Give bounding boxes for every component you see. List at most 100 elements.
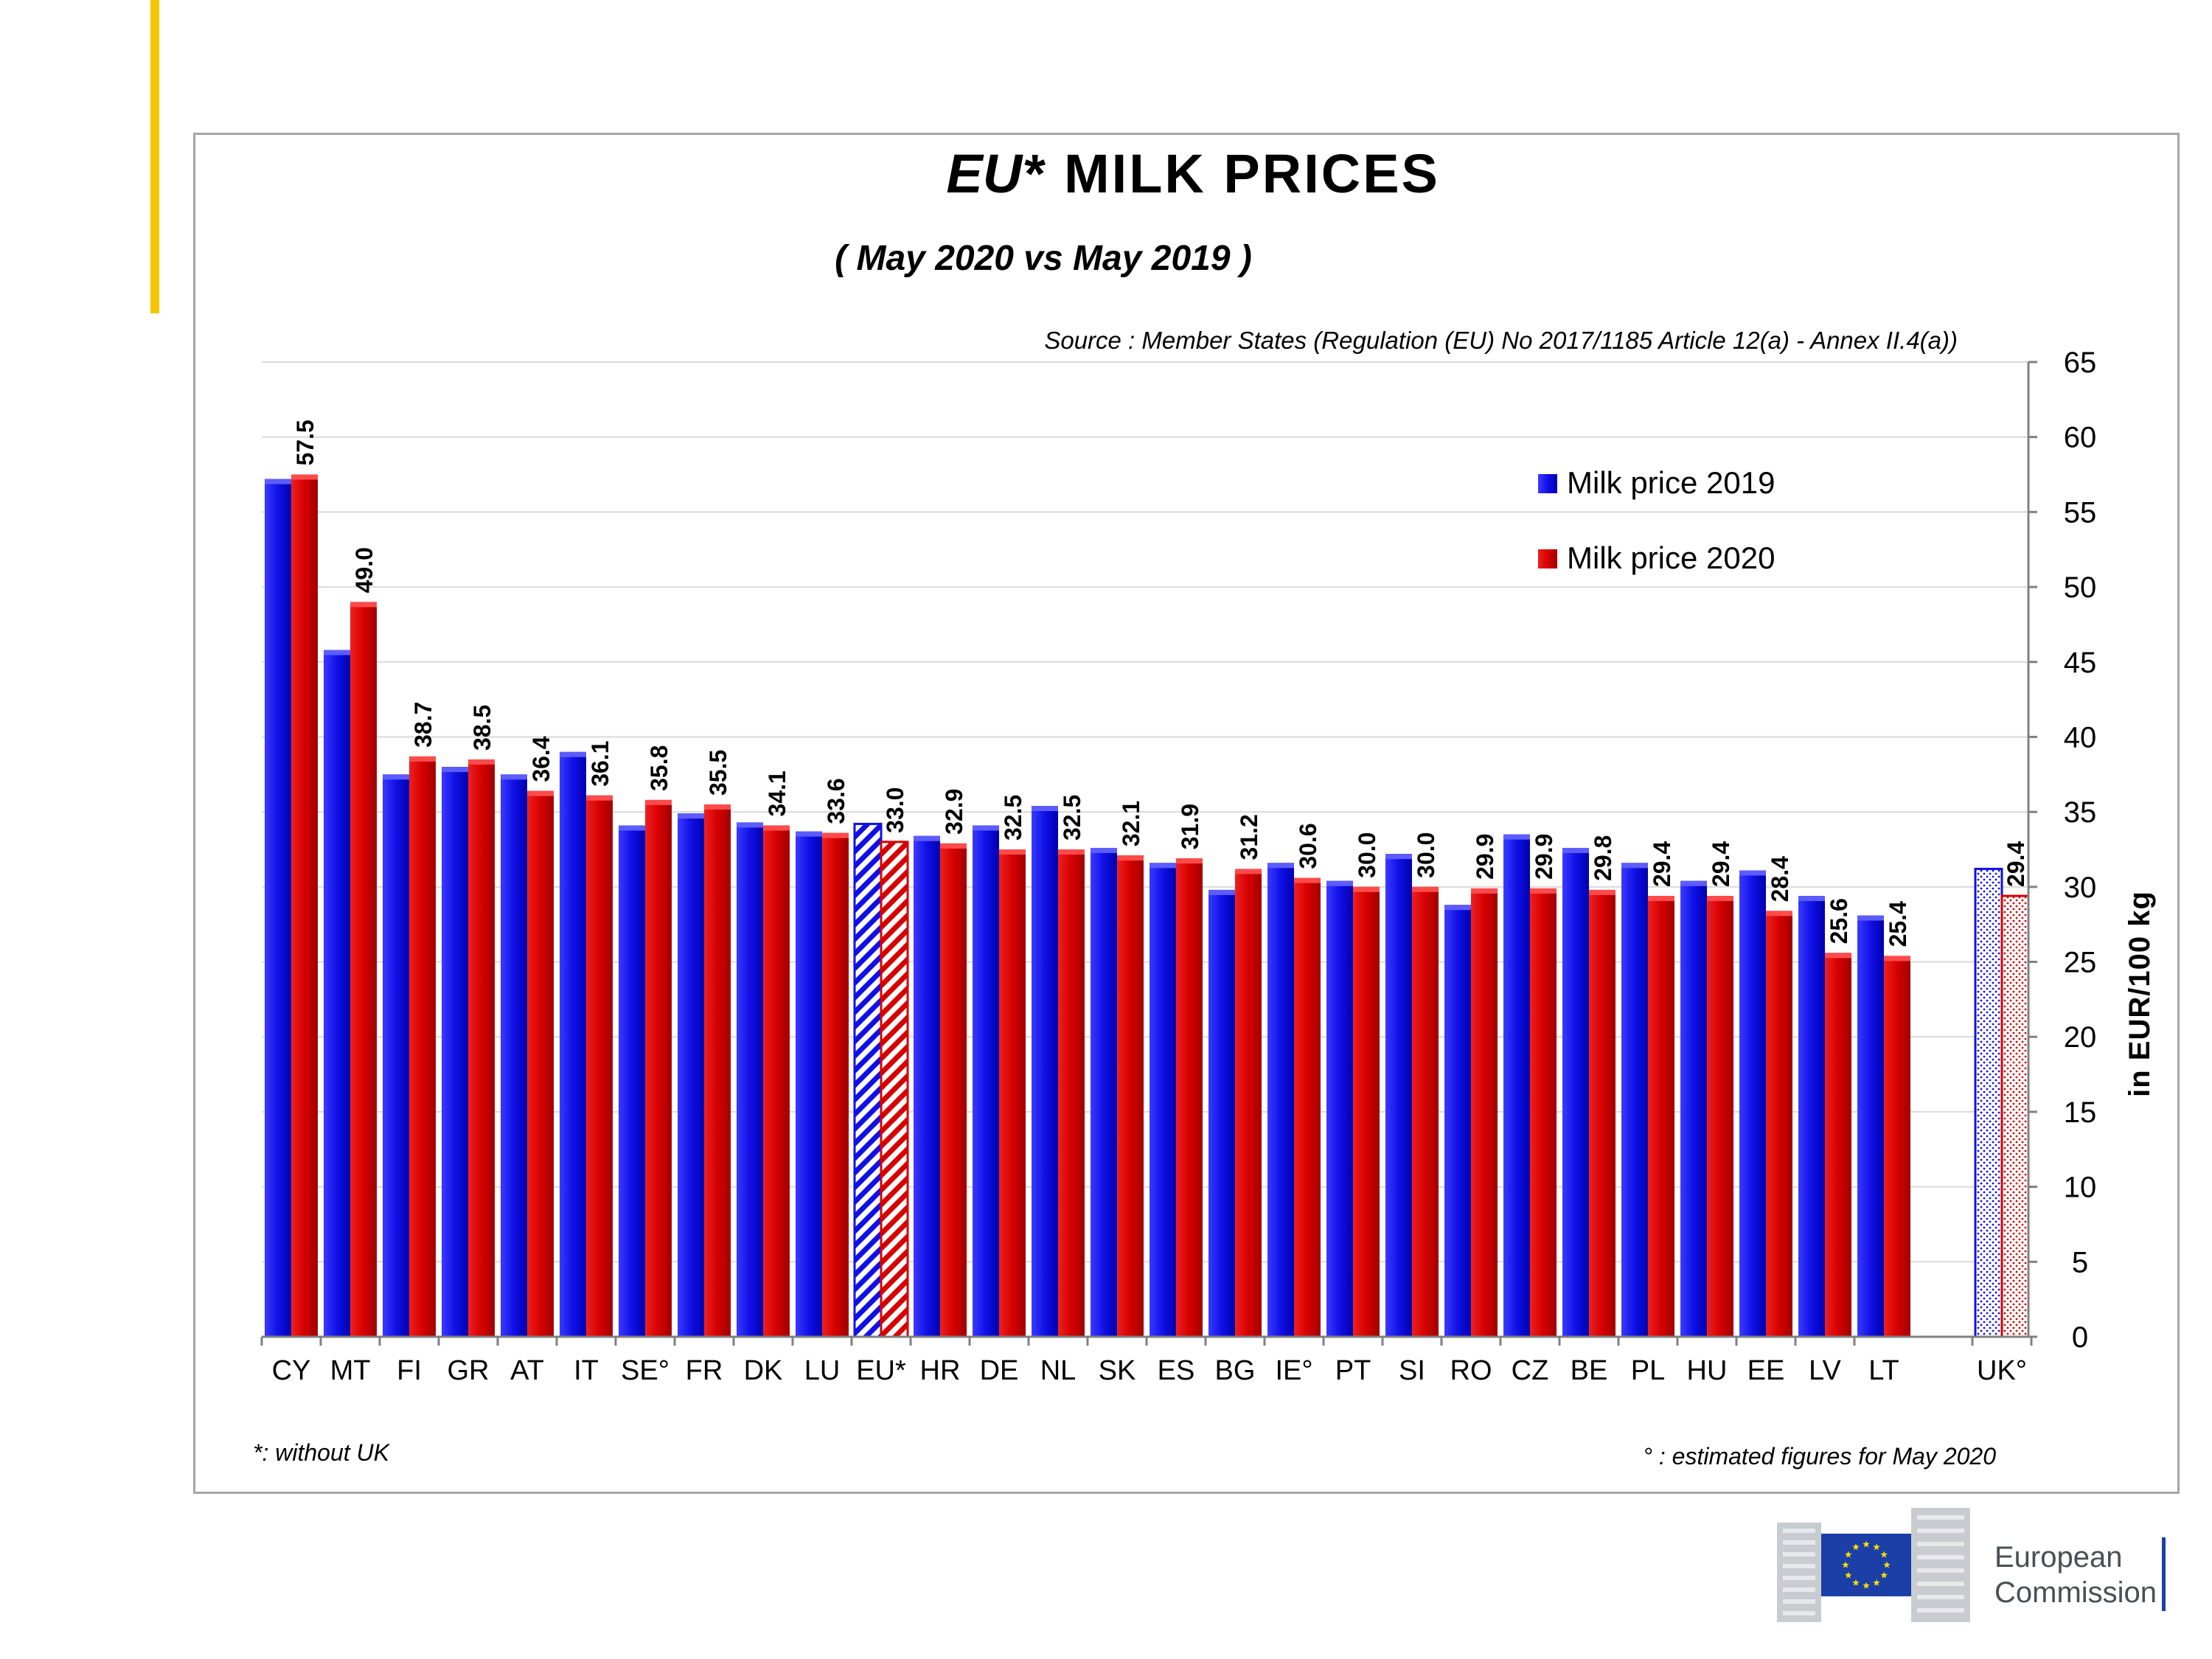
bar-cap-2019 <box>619 825 645 831</box>
bar-cap-2020 <box>1707 896 1733 902</box>
y-tick-label: 50 <box>2064 571 2097 604</box>
bar-cap-2020 <box>1235 869 1262 874</box>
data-label-2020: 28.4 <box>1767 856 1793 902</box>
bar-2019-UK° <box>1974 867 2003 1338</box>
bar-cap-2019 <box>1621 863 1648 869</box>
x-tick-label: SE° <box>621 1355 669 1386</box>
bar-cap-2019 <box>442 767 468 773</box>
y-tick-label: 5 <box>2072 1246 2088 1279</box>
bar-2020-IE° <box>1294 877 1321 1337</box>
bar-2019-FR <box>678 813 704 1337</box>
legend-swatch-2020 <box>1538 549 1557 568</box>
y-tick-label: 20 <box>2064 1021 2097 1054</box>
bar-cap-2020 <box>1412 886 1439 892</box>
bar-2020-DE <box>999 849 1026 1337</box>
data-label-2020: 29.4 <box>2003 841 2029 887</box>
x-tick-label: SK <box>1099 1355 1136 1386</box>
bar-cap-2019 <box>796 831 822 837</box>
x-tick-label: RO <box>1450 1355 1492 1386</box>
data-label-2020: 32.5 <box>1000 795 1026 841</box>
x-tick-label: DK <box>744 1355 783 1386</box>
bar-cap-2019 <box>1739 870 1766 876</box>
x-tick-label: GR <box>448 1355 490 1386</box>
bar-cap-2020 <box>1294 877 1321 883</box>
x-tick-label: AT <box>510 1355 544 1386</box>
bar-cap-2019 <box>914 835 940 841</box>
bar-2019-DE <box>973 825 999 1337</box>
data-label-2020: 29.8 <box>1590 835 1616 881</box>
bar-2020-MT <box>350 602 377 1337</box>
bar-cap-2019 <box>678 813 704 819</box>
bar-cap-2020 <box>1589 889 1615 895</box>
y-tick-label: 15 <box>2064 1096 2097 1129</box>
chart-subtitle: ( May 2020 vs May 2019 ) <box>835 239 1252 278</box>
bar-2019-SE° <box>619 825 645 1337</box>
data-label-2020: 38.7 <box>410 702 437 748</box>
bar-2019-IE° <box>1267 863 1294 1337</box>
star-icon <box>1852 1579 1860 1586</box>
building-graphic <box>1777 1508 1970 1622</box>
y-tick-label: 0 <box>2072 1321 2088 1354</box>
star-icon <box>1863 1540 1870 1548</box>
bar-cap-2019 <box>1150 863 1176 869</box>
bar-cap-2019 <box>1562 847 1589 853</box>
x-tick-label: UK° <box>1977 1355 2027 1386</box>
x-tick-label: CY <box>272 1355 311 1386</box>
bar-cap-2019 <box>1032 806 1058 812</box>
bar-2020-LT <box>1884 956 1910 1337</box>
data-label-2020: 30.6 <box>1295 823 1321 869</box>
data-label-2020: 32.9 <box>941 789 967 835</box>
bar-2020-GR <box>468 759 495 1337</box>
footnote-estimated: ° : estimated figures for May 2020 <box>1643 1443 1996 1470</box>
bar-2019-FI <box>383 774 409 1337</box>
bar-2020-FI <box>409 756 436 1337</box>
bar-cap-2020 <box>763 825 790 831</box>
data-label-2020: 31.9 <box>1177 804 1203 849</box>
bar-2020-SE° <box>645 799 672 1337</box>
bar-cap-2020 <box>704 804 731 810</box>
bar-2020-ES <box>1176 858 1203 1337</box>
data-label-2020: 36.4 <box>528 736 554 782</box>
bar-2020-CZ <box>1530 888 1557 1337</box>
bar-cap-2019 <box>265 479 291 484</box>
legend: Milk price 2019 Milk price 2020 <box>1538 465 1775 575</box>
star-icon <box>1852 1543 1860 1551</box>
bar-cap-2019 <box>737 822 763 828</box>
data-label-2020: 32.1 <box>1118 801 1144 846</box>
bar-2019-SI <box>1385 854 1412 1337</box>
bar-2019-PL <box>1621 863 1648 1337</box>
bar-2019-NL <box>1032 806 1058 1337</box>
bar-2020-NL <box>1058 849 1085 1337</box>
bar-2019-EU* <box>853 822 883 1338</box>
bar-2020-UK° <box>2000 894 2030 1338</box>
accent-bar <box>150 0 159 313</box>
bar-cap-2019 <box>1267 863 1294 869</box>
bar-cap-2020 <box>1530 888 1557 894</box>
x-tick-label: LT <box>1868 1355 1899 1386</box>
x-tick-label: BG <box>1215 1355 1256 1386</box>
data-label-2020: 25.6 <box>1826 898 1852 944</box>
bar-cap-2019 <box>1503 834 1530 840</box>
x-tick-label: CZ <box>1512 1355 1549 1386</box>
bar-2020-HU <box>1707 896 1733 1337</box>
y-tick-label: 35 <box>2064 796 2097 829</box>
bar-2020-LV <box>1825 953 1851 1337</box>
footnote-without-uk: *: without UK <box>253 1439 391 1466</box>
bar-2019-CZ <box>1503 834 1530 1337</box>
data-label-2020: 35.5 <box>705 750 731 796</box>
legend-label-2019: Milk price 2019 <box>1567 465 1775 500</box>
bar-cap-2020 <box>468 759 495 765</box>
bar-cap-2019 <box>1326 880 1353 886</box>
european-commission-logo: European Commission <box>1777 1508 2175 1622</box>
bar-cap-2019 <box>383 774 409 780</box>
bar-cap-2020 <box>527 790 554 796</box>
bar-2019-ES <box>1150 863 1176 1337</box>
bar-2020-DK <box>763 825 790 1337</box>
bar-cap-2020 <box>1471 888 1498 894</box>
x-tick-label: MT <box>330 1355 371 1386</box>
bar-2020-AT <box>527 790 554 1337</box>
x-tick-label: PT <box>1335 1355 1371 1386</box>
star-icon <box>1883 1561 1891 1568</box>
bar-2019-RO <box>1444 905 1471 1337</box>
star-icon <box>1873 1579 1880 1586</box>
